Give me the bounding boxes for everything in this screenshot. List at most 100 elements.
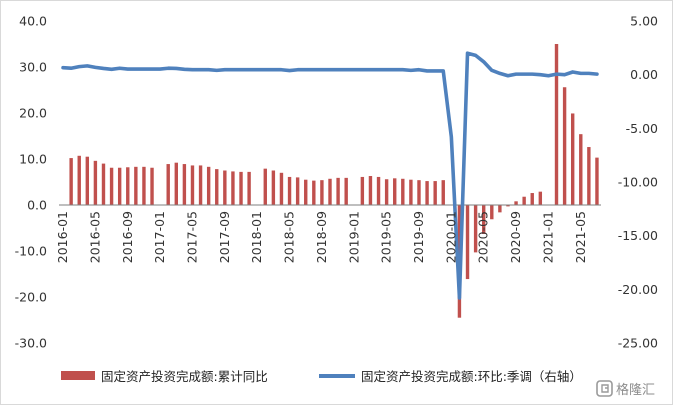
left-axis-tick: 10.0 (19, 152, 47, 167)
legend-bar-label: 固定资产投资完成额:累计同比 (101, 369, 268, 384)
left-axis-tick: 30.0 (19, 60, 47, 75)
right-axis-tick: -25.00 (618, 336, 658, 351)
bar-2019-02 (360, 176, 365, 205)
x-axis-tick: 2016-09 (120, 211, 135, 263)
x-axis-tick: 2017-05 (184, 211, 199, 263)
bar-2017-12 (247, 171, 251, 205)
bar-2020-06 (490, 205, 494, 220)
bar-2018-05 (287, 176, 292, 205)
x-axis-tick: 2021-01 (540, 211, 555, 263)
watermark-logo: 格隆汇 (596, 380, 655, 398)
bar-2021-05 (579, 134, 583, 205)
x-axis-tick: 2020-05 (476, 211, 491, 263)
right-axis-tick: -10.00 (618, 175, 658, 190)
bar-2019-04 (376, 176, 381, 205)
bar-series (69, 44, 599, 318)
bar-2016-12 (150, 167, 154, 205)
x-axis-tick: 2019-05 (379, 211, 394, 263)
right-axis-tick: -5.00 (626, 121, 658, 136)
bar-2017-05 (190, 165, 195, 205)
bar-2020-07 (498, 205, 502, 213)
bar-2017-10 (231, 171, 235, 205)
x-axis-tick: 2018-05 (282, 211, 297, 263)
x-axis-tick: 2017-09 (217, 211, 232, 263)
bar-2021-03 (562, 87, 567, 205)
right-axis-tick-labels: 5.00 0.00 -5.00 -10.00 -15.00 -20.00 -25.00 (618, 14, 658, 351)
bar-2020-12 (538, 191, 543, 205)
x-axis-tick: 2020-09 (508, 211, 523, 263)
bar-2019-05 (384, 179, 389, 205)
bar-2019-12 (441, 180, 445, 205)
x-axis-tick: 2017-01 (152, 211, 167, 263)
bar-2017-03 (174, 162, 178, 205)
bar-2019-07 (401, 178, 405, 205)
bar-2017-04 (182, 164, 187, 205)
bar-2020-04 (473, 205, 478, 253)
x-axis-tick-labels: 2016-01 2016-05 2016-09 2017-01 2017-05 2017-… (55, 211, 588, 263)
bar-2017-11 (239, 171, 243, 205)
left-axis-tick: -30.0 (15, 336, 47, 351)
bar-2020-09 (514, 201, 518, 205)
bar-2021-07 (595, 157, 599, 205)
bar-2019-03 (368, 176, 373, 205)
bar-2017-07 (206, 166, 211, 205)
bar-2019-11 (433, 181, 437, 205)
bar-2018-04 (279, 172, 284, 205)
bar-2016-03 (77, 155, 81, 205)
legend-line-label: 固定资产投资完成额:环比:季调（右轴） (361, 369, 582, 384)
left-axis-tick: -20.0 (15, 290, 47, 305)
right-axis-tick: 5.00 (630, 14, 658, 29)
bar-2016-08 (117, 167, 122, 205)
bar-2019-09 (417, 180, 421, 205)
line-series (61, 51, 599, 300)
bar-2019-10 (425, 181, 429, 205)
bar-2016-10 (134, 166, 138, 205)
x-axis-tick: 2018-01 (249, 211, 264, 263)
right-axis-tick: -20.00 (618, 282, 658, 297)
bar-2017-08 (215, 169, 219, 205)
right-axis-tick: -15.00 (618, 228, 658, 243)
bar-2019-06 (393, 178, 397, 205)
bar-2018-07 (304, 179, 308, 205)
bar-2018-11 (336, 177, 340, 205)
bar-2016-09 (126, 167, 130, 205)
bar-2020-08 (506, 205, 510, 207)
bar-2020-11 (530, 193, 534, 205)
bar-2018-09 (320, 180, 324, 205)
x-axis-tick: 2016-01 (55, 211, 70, 263)
bar-2021-06 (587, 147, 591, 205)
bar-2021-02 (554, 44, 559, 205)
bar-2020-05 (482, 205, 486, 234)
x-axis-tick: 2021-05 (573, 211, 588, 263)
x-axis-tick: 2018-09 (314, 211, 329, 263)
bar-2016-04 (85, 156, 90, 205)
legend-bar-swatch (61, 371, 95, 380)
x-axis-tick: 2019-09 (411, 211, 426, 263)
bar-2016-07 (109, 167, 114, 205)
legend: 固定资产投资完成额:累计同比 固定资产投资完成额:环比:季调（右轴） (61, 369, 582, 384)
left-axis-tick: 40.0 (19, 14, 47, 29)
bar-2016-06 (101, 163, 106, 205)
watermark-icon-glyph (601, 384, 609, 393)
watermark-icon (596, 380, 613, 397)
bar-2016-11 (142, 166, 146, 205)
left-axis-tick: -10.0 (15, 244, 47, 259)
bar-2016-02 (69, 158, 73, 205)
bar-2018-06 (295, 177, 300, 205)
x-axis-tick: 2019-01 (346, 211, 361, 263)
x-axis-tick: 2020-01 (443, 211, 458, 263)
bar-2021-04 (570, 113, 575, 205)
bar-2018-08 (312, 180, 316, 205)
bar-2017-02 (166, 164, 170, 205)
left-axis-tick-labels: 40.0 30.0 20.0 10.0 0.0 -10.0 -20.0 -30.0 (15, 14, 47, 351)
bar-2019-08 (409, 179, 413, 205)
x-axis-tick: 2016-05 (87, 211, 102, 263)
bar-2017-06 (198, 165, 203, 205)
left-axis-tick: 0.0 (27, 198, 47, 213)
bar-2018-02 (263, 168, 267, 205)
bar-2016-05 (93, 160, 98, 205)
bar-2018-10 (328, 178, 332, 205)
bar-2020-03 (465, 205, 470, 280)
